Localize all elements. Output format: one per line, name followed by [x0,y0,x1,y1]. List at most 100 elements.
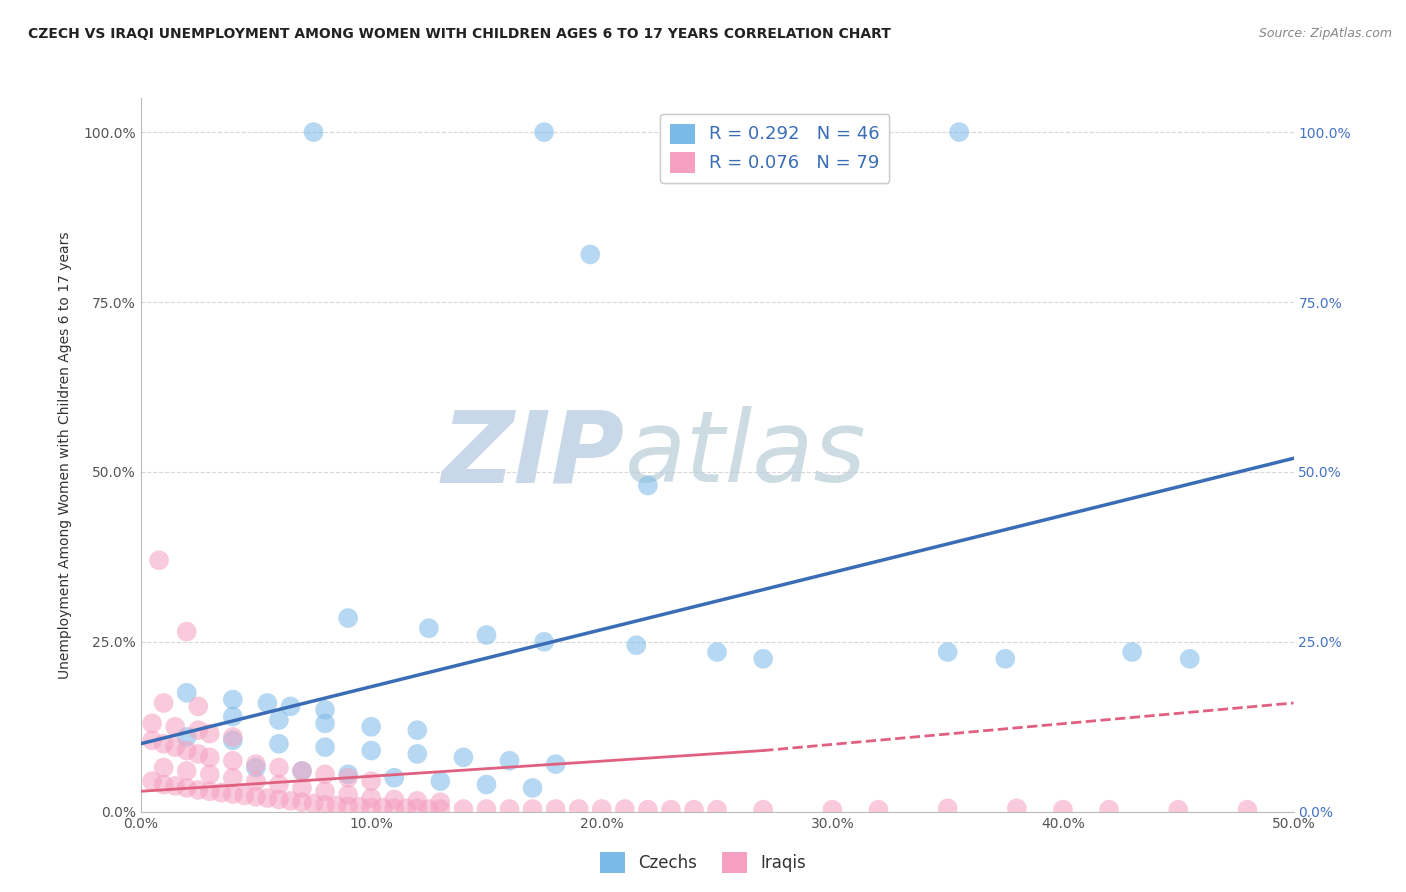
Point [936,645,959,659]
Point [1121,645,1143,659]
Point [406,723,429,738]
Point [568,802,591,816]
Text: atlas: atlas [624,407,866,503]
Point [360,720,382,734]
Point [337,611,360,625]
Point [349,800,371,814]
Point [395,801,418,815]
Legend: Czechs, Iraqis: Czechs, Iraqis [593,846,813,880]
Point [302,125,325,139]
Point [1098,803,1121,817]
Point [360,774,382,789]
Point [222,692,245,706]
Point [418,802,440,816]
Point [475,628,498,642]
Point [1005,801,1028,815]
Point [198,784,221,798]
Point [187,783,209,797]
Point [544,802,567,816]
Point [198,726,221,740]
Point [429,802,451,816]
Point [522,780,544,795]
Y-axis label: Unemployment Among Women with Children Ages 6 to 17 years: Unemployment Among Women with Children A… [58,231,72,679]
Point [267,760,290,774]
Point [382,771,405,785]
Point [533,635,555,649]
Point [591,802,613,816]
Point [406,747,429,761]
Point [222,754,245,768]
Point [475,778,498,792]
Text: ZIP: ZIP [441,407,624,503]
Point [994,652,1017,666]
Point [245,774,267,789]
Point [291,780,314,795]
Point [187,699,209,714]
Point [256,791,278,805]
Point [671,125,693,139]
Point [198,767,221,781]
Point [371,800,394,814]
Point [613,802,636,816]
Point [141,716,163,731]
Point [176,624,198,639]
Point [267,737,290,751]
Point [637,803,659,817]
Point [291,795,314,809]
Point [222,787,245,801]
Point [152,760,174,774]
Point [453,750,475,764]
Point [360,791,382,805]
Point [314,767,336,781]
Point [475,802,498,816]
Point [198,750,221,764]
Point [752,652,775,666]
Point [233,789,256,803]
Point [579,247,602,261]
Point [360,800,382,814]
Point [222,709,245,723]
Point [245,760,267,774]
Point [176,730,198,744]
Point [187,723,209,738]
Point [533,125,555,139]
Point [245,789,267,804]
Point [544,757,567,772]
Point [706,803,728,817]
Point [152,696,174,710]
Point [176,764,198,778]
Point [1236,803,1258,817]
Point [936,801,959,815]
Legend: R = 0.292   N = 46, R = 0.076   N = 79: R = 0.292 N = 46, R = 0.076 N = 79 [661,113,889,183]
Point [148,553,170,567]
Point [382,801,405,815]
Point [280,794,302,808]
Point [637,478,659,492]
Point [314,716,336,731]
Point [429,795,451,809]
Point [256,696,278,710]
Point [337,799,360,814]
Point [1167,803,1189,817]
Point [683,803,706,817]
Point [948,125,970,139]
Point [141,733,163,747]
Point [314,740,336,755]
Point [267,778,290,792]
Point [222,730,245,744]
Point [314,797,336,812]
Point [222,733,245,747]
Point [382,792,405,806]
Point [498,754,520,768]
Point [302,797,325,811]
Point [406,794,429,808]
Point [165,740,187,755]
Point [187,747,209,761]
Point [267,713,290,727]
Point [176,743,198,757]
Point [868,803,890,817]
Point [176,686,198,700]
Point [752,803,775,817]
Point [165,779,187,793]
Point [222,771,245,785]
